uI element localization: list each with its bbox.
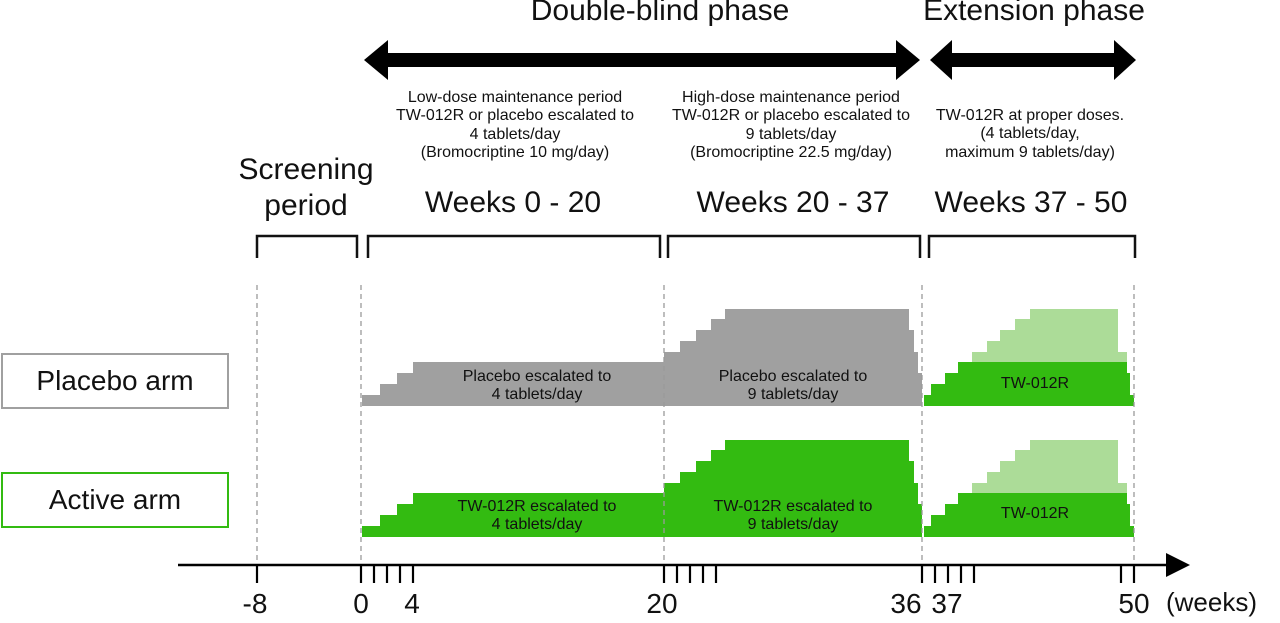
high-dose-line-2: TW-012R or placebo escalated to [671, 107, 911, 125]
extension-phase-arrow [930, 40, 1136, 80]
active-low-line-1: TW-012R escalated to [457, 498, 617, 515]
active-extension-green-bar [924, 493, 1134, 537]
extension-line-3: maximum 9 tablets/day) [945, 143, 1115, 161]
week-guide-lines [256, 285, 1135, 565]
screening-line-1: Screening [238, 153, 374, 186]
low-dose-line-1: Low-dose maintenance period [407, 89, 623, 106]
extension-weeks: Weeks 37 - 50 [934, 186, 1128, 219]
time-axis-arrowhead [1166, 553, 1190, 577]
low-dose-weeks: Weeks 0 - 20 [424, 186, 602, 219]
active-low-line-2: 4 tablets/day [491, 516, 583, 534]
tick-label-50: 50 [1118, 588, 1150, 619]
active-high-dose-label: TW-012R escalated to 9 tablets/day [714, 498, 873, 535]
placebo-low-dose-label: Placebo escalated to 4 tablets/day [463, 368, 612, 405]
placebo-low-line-1: Placebo escalated to [462, 368, 612, 385]
double-blind-phase-arrow [364, 40, 920, 80]
tick-label-37: 37 [931, 588, 963, 619]
placebo-extension-light-bar [972, 309, 1127, 362]
low-dose-line-4: (Bromocriptine 10 mg/day) [420, 144, 610, 162]
placebo-high-line-1: Placebo escalated to [718, 368, 868, 385]
placebo-extension-label: TW-012R [1000, 375, 1070, 392]
active-arm-label: Active arm [48, 484, 182, 515]
high-dose-line-1: High-dose maintenance period [682, 89, 900, 106]
active-low-dose-bar [362, 493, 664, 537]
high-dose-period-bracket [666, 234, 922, 258]
placebo-high-dose-label: Placebo escalated to 9 tablets/day [719, 368, 868, 405]
active-high-line-2: 9 tablets/day [747, 516, 839, 534]
high-dose-weeks: Weeks 20 - 37 [696, 186, 890, 219]
low-dose-period-bracket [366, 234, 662, 258]
extension-period-bracket [927, 234, 1137, 258]
placebo-extension-green-bar [924, 362, 1134, 406]
low-dose-period-description: Low-dose maintenance period TW-012R or p… [396, 89, 634, 163]
high-dose-line-3: 9 tablets/day [745, 125, 837, 143]
screening-period-bracket [255, 234, 359, 258]
high-dose-line-4: (Bromocriptine 22.5 mg/day) [690, 144, 892, 162]
placebo-high-dose-bar [664, 309, 922, 406]
active-high-dose-bar [664, 440, 922, 537]
tick-label-36: 36 [890, 588, 922, 619]
placebo-arm-box: Placebo arm [1, 353, 229, 409]
extension-period-description: TW-012R at proper doses. (4 tablets/day,… [936, 107, 1124, 162]
low-dose-line-2: TW-012R or placebo escalated to [395, 107, 635, 125]
tick-label-4: 4 [404, 588, 420, 619]
placebo-low-dose-bar [362, 362, 664, 406]
extension-line-1: TW-012R at proper doses. [935, 107, 1125, 124]
active-high-line-1: TW-012R escalated to [713, 498, 873, 515]
placebo-low-line-2: 4 tablets/day [491, 386, 583, 404]
extension-line-2: (4 tablets/day, [980, 125, 1080, 143]
placebo-high-line-2: 9 tablets/day [747, 386, 839, 404]
active-extension-label: TW-012R [1000, 505, 1070, 522]
screening-period-label: Screening period [238, 152, 373, 224]
high-dose-period-description: High-dose maintenance period TW-012R or … [672, 89, 910, 163]
low-dose-line-3: 4 tablets/day [469, 125, 561, 143]
axis-unit-label: (weeks) [1166, 587, 1258, 617]
tick-label-0: 0 [353, 588, 369, 619]
screening-line-2: period [264, 189, 348, 222]
extension-phase-title: Extension phase [923, 0, 1145, 27]
active-low-dose-label: TW-012R escalated to 4 tablets/day [458, 498, 617, 535]
tick-label-minus-8: -8 [242, 588, 268, 619]
tick-label-20: 20 [646, 588, 678, 619]
time-axis-ticks [255, 565, 1136, 583]
active-arm-box: Active arm [1, 472, 229, 528]
active-extension-light-bar [972, 440, 1127, 493]
placebo-arm-label: Placebo arm [36, 365, 194, 396]
double-blind-phase-title: Double-blind phase [530, 0, 790, 27]
